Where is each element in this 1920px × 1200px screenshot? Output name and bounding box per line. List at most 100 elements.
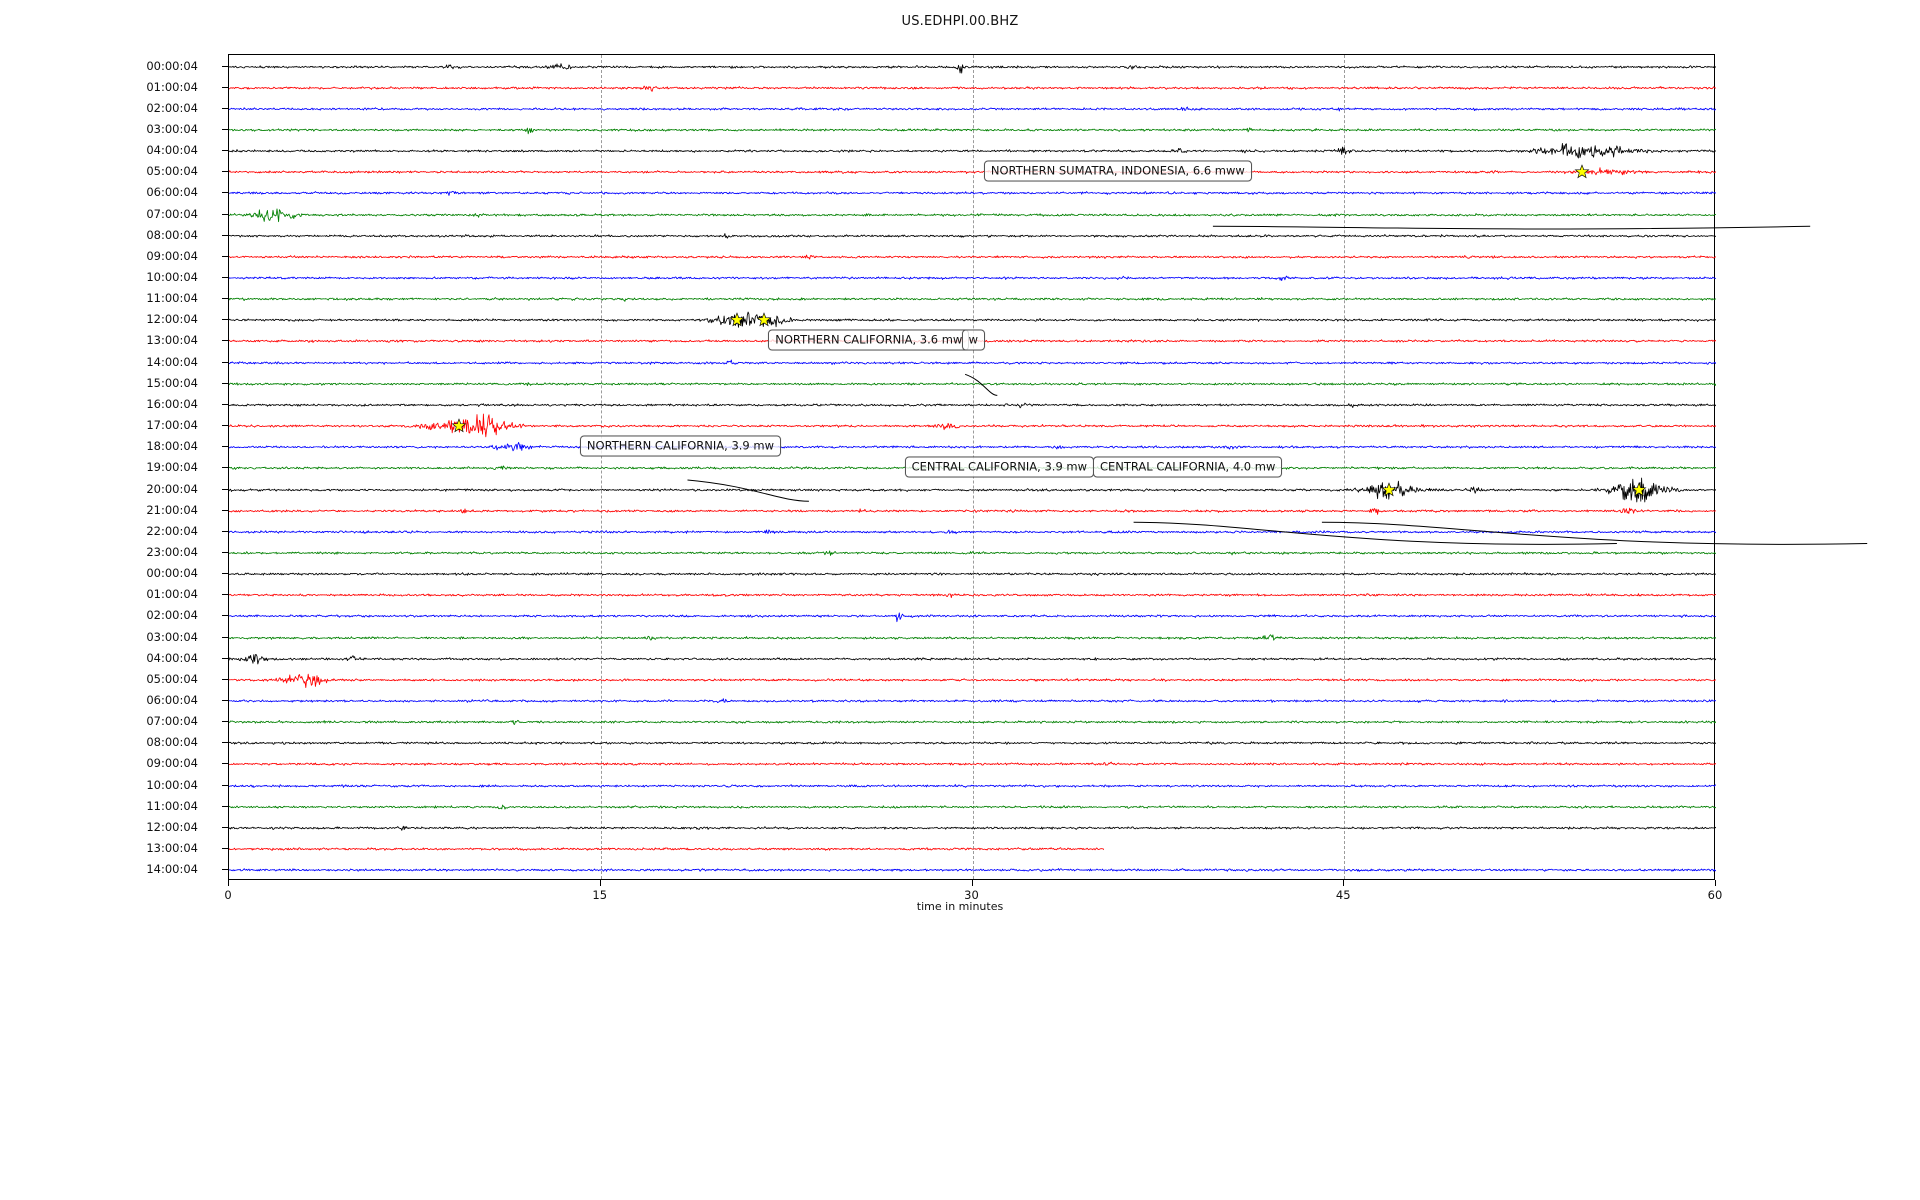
y-axis-tick-mark	[222, 594, 229, 596]
annotation-leader-line	[964, 373, 998, 396]
y-axis-tick-mark	[222, 657, 229, 659]
grid-line	[600, 55, 602, 879]
event-annotation-label[interactable]: CENTRAL CALIFORNIA, 3.9 mw	[904, 456, 1095, 478]
event-star-icon	[1631, 482, 1647, 496]
y-axis-tick-label: 20:00:04	[146, 481, 198, 496]
leader-lines	[687, 225, 1868, 545]
y-axis-tick-label: 02:00:04	[146, 100, 198, 115]
y-axis-tick-mark	[222, 403, 229, 405]
y-axis-tick-mark	[222, 192, 229, 194]
event-star-icon	[756, 312, 772, 327]
y-axis-tick-mark	[222, 488, 229, 490]
y-axis-tick-mark	[222, 509, 229, 511]
grid-line	[1344, 55, 1346, 879]
y-axis-tick-label: 13:00:04	[146, 841, 198, 856]
y-axis-tick-mark	[222, 573, 229, 575]
y-axis-tick-label: 05:00:04	[146, 671, 198, 686]
annotation-leader-line	[1321, 521, 1868, 545]
y-axis-tick-mark	[222, 700, 229, 701]
event-annotation-label[interactable]: CENTRAL CALIFORNIA, 4.0 mw	[1092, 456, 1283, 478]
y-axis-tick-label: 00:00:04	[146, 58, 198, 73]
y-axis-tick-label: 21:00:04	[146, 502, 198, 517]
y-axis-tick-label: 07:00:04	[146, 714, 198, 729]
y-axis-tick-label: 03:00:04	[146, 629, 198, 644]
y-axis-tick-mark	[222, 848, 229, 850]
y-axis-tick-mark	[222, 171, 229, 173]
y-axis-tick-label: 03:00:04	[146, 121, 198, 136]
y-axis-tick-mark	[222, 826, 229, 828]
y-axis-tick-mark	[222, 721, 229, 723]
y-axis-tick-label: 00:00:04	[146, 566, 198, 581]
y-axis-tick-label: 23:00:04	[146, 544, 198, 559]
x-axis-tick-label: 0	[224, 888, 232, 902]
y-axis-tick-mark	[222, 128, 229, 130]
y-axis-tick-label: 17:00:04	[146, 418, 198, 433]
y-axis-tick-mark	[222, 742, 229, 744]
y-axis-tick-label: 02:00:04	[146, 608, 198, 623]
x-axis-tick-label: 60	[1707, 888, 1723, 902]
x-axis-tick-mark	[1715, 880, 1716, 886]
y-axis-tick-mark	[222, 805, 229, 807]
y-axis-tick-label: 14:00:04	[146, 862, 198, 877]
y-axis-tick-mark	[222, 361, 229, 363]
y-axis-tick-mark	[222, 107, 229, 109]
x-axis-label: time in minutes	[916, 900, 1004, 913]
y-axis-tick-mark	[222, 446, 229, 448]
y-axis-tick-mark	[222, 467, 229, 469]
y-axis-tick-label: 16:00:04	[146, 396, 198, 411]
y-axis-tick-mark	[222, 382, 229, 384]
y-axis-tick-label: 12:00:04	[146, 819, 198, 834]
x-axis-tick-label: 45	[1335, 888, 1351, 902]
x-axis-tick-mark	[1343, 880, 1345, 886]
y-axis-tick-mark	[222, 340, 229, 342]
y-axis-tick-mark	[222, 255, 229, 257]
y-axis-tick-label: 06:00:04	[146, 185, 198, 200]
y-axis-tick-mark	[222, 784, 229, 786]
page-title: US.EDHPI.00.BHZ	[901, 14, 1019, 29]
y-axis-tick-mark	[222, 551, 229, 553]
y-axis-tick-label: 11:00:04	[146, 798, 198, 813]
event-star-icon	[1381, 482, 1397, 496]
event-star-icon	[451, 418, 467, 433]
y-axis-tick-mark	[222, 150, 229, 152]
y-axis-tick-label: 09:00:04	[146, 248, 198, 263]
y-axis-tick-label: 07:00:04	[146, 206, 198, 221]
event-annotation-label[interactable]: w	[961, 329, 985, 351]
y-axis-tick-label: 01:00:04	[146, 587, 198, 602]
x-axis-tick-label: 15	[592, 888, 608, 902]
y-axis-tick-mark	[222, 615, 229, 617]
y-axis-tick-mark	[222, 86, 229, 88]
y-axis-tick-mark	[222, 319, 229, 321]
y-axis-tick-label: 19:00:04	[146, 460, 198, 475]
x-axis-tick-label: 30	[964, 888, 979, 902]
y-axis-tick-label: 04:00:04	[146, 143, 198, 158]
x-axis-tick-mark	[228, 880, 229, 886]
y-axis-tick-label: 12:00:04	[146, 312, 198, 327]
event-star-icon	[1574, 164, 1590, 179]
y-axis-tick-label: 18:00:04	[146, 439, 198, 454]
y-axis-tick-label: 06:00:04	[146, 693, 198, 707]
event-annotation-label[interactable]: NORTHERN CALIFORNIA, 3.6 mw	[768, 329, 970, 351]
y-axis-tick-label: 22:00:04	[146, 523, 198, 538]
annotation-leader-line	[687, 479, 809, 502]
event-star-icon	[729, 312, 745, 327]
y-axis-tick-mark	[222, 763, 229, 765]
y-axis-tick-mark	[222, 234, 229, 236]
y-axis-tick-label: 04:00:04	[146, 650, 198, 665]
y-axis-tick-label: 05:00:04	[146, 164, 198, 179]
y-axis-tick-mark	[222, 530, 229, 532]
y-axis-tick-label: 09:00:04	[146, 756, 198, 771]
y-axis-tick-label: 14:00:04	[146, 354, 198, 369]
event-annotation-label[interactable]: NORTHERN CALIFORNIA, 3.9 mw	[579, 435, 781, 457]
y-axis-tick-label: 10:00:04	[146, 777, 198, 792]
event-annotation-label[interactable]: NORTHERN SUMATRA, INDONESIA, 6.6 mww	[983, 160, 1252, 182]
y-axis-tick-mark	[222, 425, 229, 427]
y-axis-tick-mark	[222, 636, 229, 638]
y-axis-tick-mark	[222, 65, 229, 67]
y-axis-tick-label: 08:00:04	[146, 735, 198, 750]
y-axis-tick-label: 08:00:04	[146, 227, 198, 242]
y-axis-tick-label: 10:00:04	[146, 270, 198, 284]
y-axis-tick-label: 01:00:04	[146, 79, 198, 94]
y-axis-tick-mark	[222, 213, 229, 215]
